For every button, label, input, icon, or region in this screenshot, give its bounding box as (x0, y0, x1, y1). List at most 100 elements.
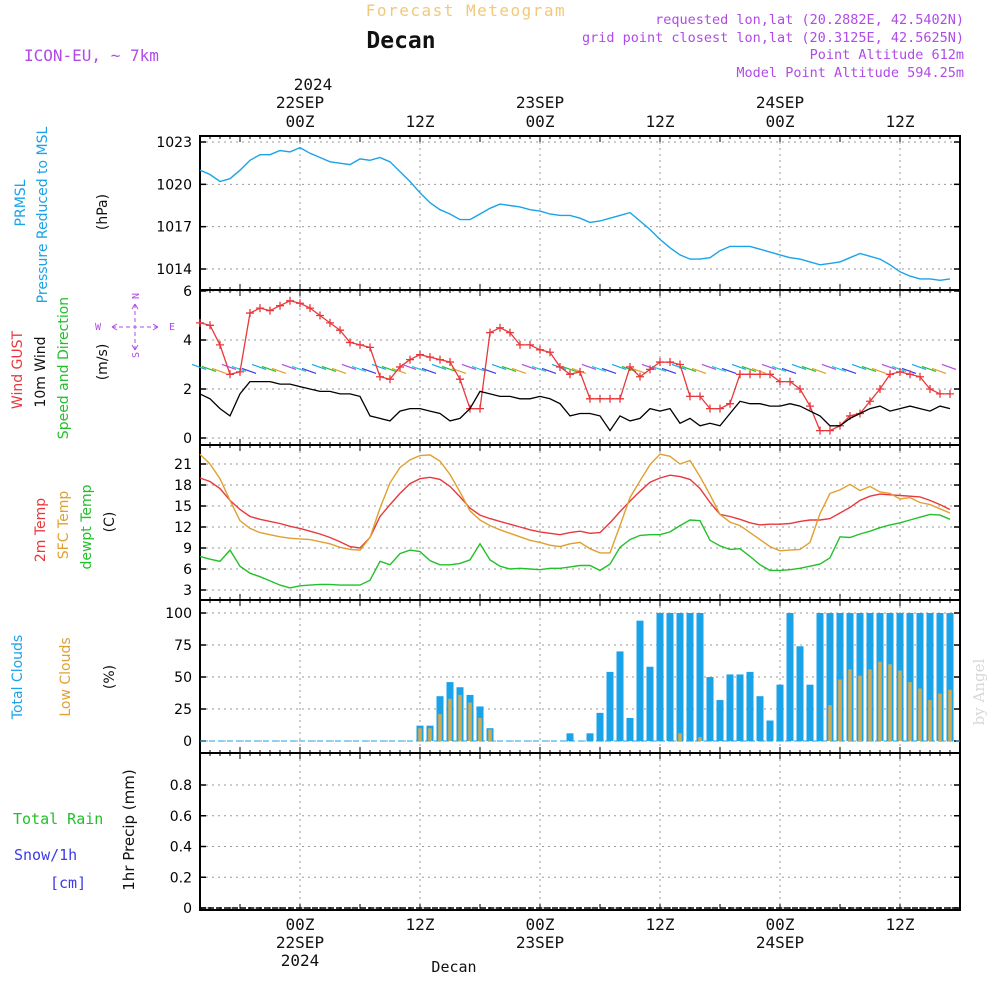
wind-direction-arrow (941, 363, 957, 370)
total-clouds-bar (616, 651, 624, 741)
wind-direction-arrow (921, 365, 937, 372)
wind-direction-arrow (281, 363, 297, 370)
wind-gust-point (356, 340, 364, 349)
wind-direction-arrow (881, 363, 897, 370)
wind-gust-point (946, 389, 954, 398)
pressure-labels: PRMSL Pressure Reduced to MSL (hPa) (13, 126, 111, 303)
total-clouds-bar (716, 700, 724, 741)
wind-gust-point (246, 309, 254, 318)
low-clouds-bar (868, 669, 872, 741)
wind-gust-point (266, 306, 274, 315)
wind-panel: 0 2 4 6 (183, 284, 961, 447)
cloud-unit-label: (%) (102, 665, 118, 689)
wind-direction-arrow (681, 365, 697, 372)
total-clouds-bar (806, 684, 814, 741)
wind-gust-point (576, 367, 584, 376)
total-clouds-bar (656, 613, 664, 741)
point-altitude: Point Altitude 612m (810, 47, 964, 63)
y-tick-label: 1020 (156, 177, 192, 193)
wind-gust-point (326, 318, 334, 327)
wind-gust-point (626, 362, 634, 371)
panel-frame (199, 444, 961, 601)
wind-gust-point (586, 394, 594, 403)
low-clouds-bar (908, 682, 912, 741)
wind-direction-arrow (531, 365, 547, 372)
wind-direction-arrow (461, 363, 477, 370)
top-hour-label: 12Z (886, 112, 915, 131)
y-tick-label: 0.6 (170, 809, 192, 825)
wind-direction-arrow (651, 365, 667, 372)
wind-direction-arrow (811, 367, 827, 374)
wind-gust-point (386, 375, 394, 384)
wind-direction-arrow (871, 367, 887, 374)
low-clouds-bar (928, 700, 932, 741)
wind-direction-arrow (841, 367, 857, 374)
temp-sfc-label: SFC Temp (56, 491, 72, 560)
low-clouds-bar (468, 702, 472, 741)
wind-gust-point (866, 397, 874, 406)
low-clouds-bar (828, 705, 832, 741)
wind-direction-arrow (241, 367, 257, 374)
total-clouds-bar (916, 613, 924, 741)
wind-10m-line (199, 380, 951, 432)
bottom-hour-label: 00Z (766, 915, 795, 934)
wind-direction-arrow (891, 365, 907, 372)
bottom-hour-label: 12Z (646, 915, 675, 934)
bottom-hour-label: 12Z (886, 915, 915, 934)
wind-direction-arrow (491, 363, 507, 370)
wind-gust-point (236, 367, 244, 376)
low-clouds-bar (918, 688, 922, 741)
low-clouds-bar (848, 669, 852, 741)
wind-gust-point (706, 404, 714, 413)
wind-direction-arrow (741, 365, 757, 372)
cloud-labels: Total Clouds Low Clouds (%) (10, 635, 118, 720)
wind-gust-point (896, 367, 904, 376)
precip-axis-label: 1hr Precip (mm) (120, 769, 138, 890)
chart-title: Forecast Meteogram (366, 1, 566, 20)
total-clouds-bar (816, 613, 824, 741)
temperature-panel: 3 6 9 12 15 18 21 (174, 444, 961, 601)
y-tick-label: 0 (183, 734, 192, 750)
total-clouds-bar (626, 717, 634, 741)
wind-gust-line (199, 300, 950, 432)
total-clouds-bar (666, 613, 674, 741)
pressure-msl-label: Pressure Reduced to MSL (35, 126, 51, 303)
wind-gust-point (646, 365, 654, 374)
wind-gust-point (446, 358, 454, 367)
y-tick-label: 75 (174, 638, 192, 654)
y-tick-label: 9 (183, 541, 192, 557)
y-tick-label: 18 (174, 478, 192, 494)
wind-direction-arrow (201, 365, 217, 372)
wind-gust-point (496, 323, 504, 332)
wind-direction-arrow (911, 363, 927, 370)
wind-gust-point (796, 385, 804, 393)
total-clouds-bar (776, 684, 784, 741)
wind-gust-point (906, 370, 914, 379)
total-clouds-bar (936, 613, 944, 741)
wind-direction-arrow (381, 365, 397, 372)
wind-direction-arrow (251, 363, 267, 370)
y-tick-label: 4 (183, 333, 192, 349)
wind-direction-arrow (711, 365, 727, 372)
wind-direction-arrow (391, 367, 407, 374)
low-clouds-bar (428, 728, 432, 741)
wind-direction-arrow (641, 363, 657, 370)
wind-direction-arrow (661, 367, 677, 374)
wind-gust-point (756, 370, 764, 379)
wind-gust-point (196, 318, 204, 327)
wind-direction-arrow (771, 365, 787, 372)
wind-gust-point (926, 385, 934, 393)
y-tick-label: 0.2 (170, 870, 192, 886)
wind-gust-point (206, 321, 214, 330)
wind-gust-point (566, 370, 574, 379)
total-clouds-bar (946, 613, 954, 741)
low-clouds-bar (698, 737, 702, 741)
low-clouds-bar (838, 679, 842, 741)
wind-gust-point (826, 426, 834, 435)
wind-gust-point (686, 392, 694, 401)
wind-direction-arrow (221, 363, 237, 370)
wind-gust-point (556, 362, 564, 371)
top-hour-label: 12Z (406, 112, 435, 131)
wind-direction-arrow (631, 367, 647, 374)
wind-gust-point (306, 304, 314, 313)
